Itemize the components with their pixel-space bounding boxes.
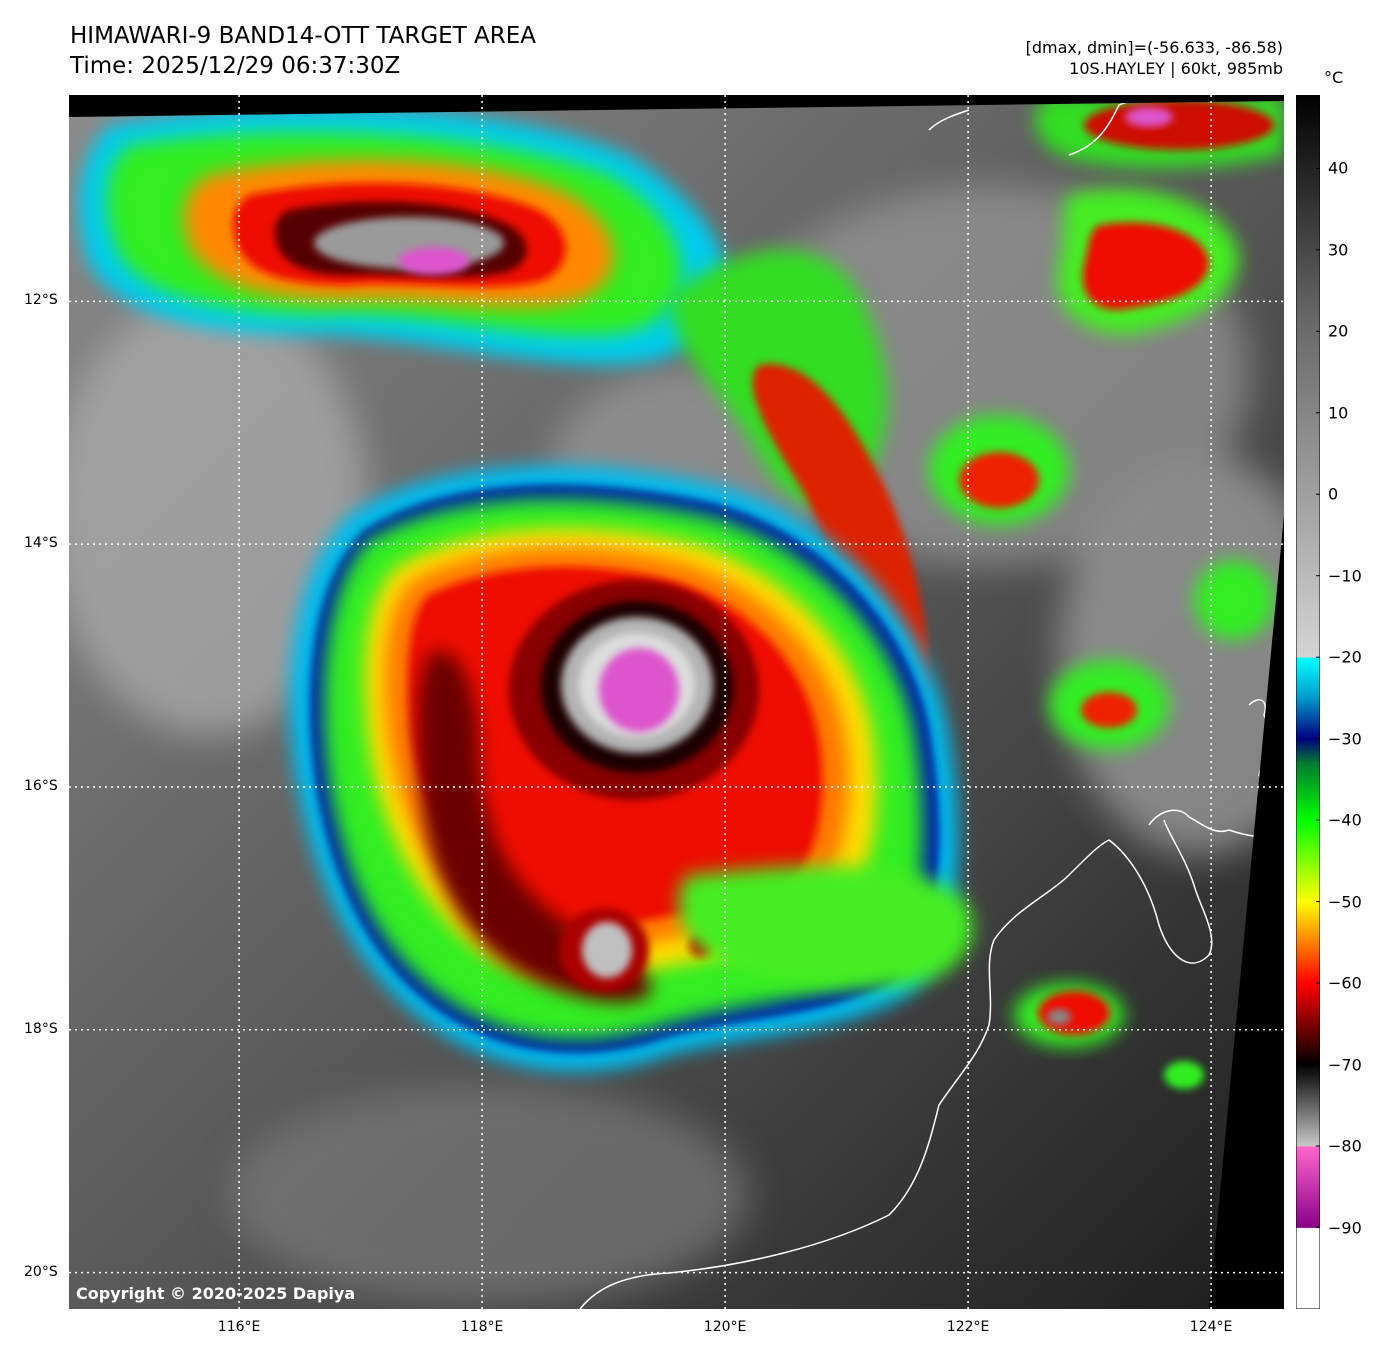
image-swath-edge [69, 95, 1284, 1309]
southern-cell-gray [582, 922, 632, 978]
colorbar-tick-label: −10 [1328, 566, 1362, 586]
lat-tick-label: 20°S [24, 1263, 58, 1280]
lat-tick-label: 18°S [24, 1020, 58, 1037]
colorbar-tick-label: −80 [1328, 1136, 1362, 1156]
cyclone-cdo-magenta [599, 648, 679, 732]
colorbar-tick-label: −20 [1328, 647, 1362, 667]
band-magenta-core [398, 247, 470, 275]
ne-corner-red [1084, 100, 1274, 150]
colorbar-tick-label: 20 [1328, 321, 1349, 341]
figure-title: HIMAWARI-9 BAND14-OTT TARGET AREA [70, 23, 537, 49]
colorbar-tick-label: −40 [1328, 810, 1362, 830]
satellite-map [69, 95, 1284, 1309]
cell-red-1 [959, 452, 1039, 508]
figure-timestamp: Time: 2025/12/29 06:37:30Z [70, 53, 401, 79]
northwest-cloud-band [78, 106, 727, 365]
south-outflow-green [678, 866, 973, 989]
lon-tick-label: 116°E [217, 1319, 261, 1335]
colorbar [1296, 95, 1320, 1309]
copyright-text: Copyright © 2020-2025 Dapiya [76, 1284, 356, 1303]
lat-tick-label: 12°S [24, 292, 58, 309]
colorbar-tick-label: −50 [1328, 892, 1362, 912]
cyclone-hayley [289, 465, 973, 1072]
colorbar-tick-label: −70 [1328, 1055, 1362, 1075]
colorbar-tick-label: −30 [1328, 729, 1362, 749]
lat-tick-label: 14°S [24, 535, 58, 552]
temperature-range-text: [dmax, dmin]=(-56.633, -86.58) [1025, 38, 1283, 57]
colorbar-unit: °C [1324, 68, 1344, 87]
cell-green-5 [1164, 1061, 1204, 1089]
cyclone-dark-band [418, 651, 651, 1003]
gridlines [69, 95, 1284, 1309]
cell-gray-4 [1047, 1009, 1071, 1025]
ne-corner-magenta [1125, 107, 1173, 127]
lon-tick-label: 120°E [703, 1319, 747, 1335]
ne-upper-red [1082, 222, 1209, 310]
cell-red-2 [1081, 692, 1137, 728]
lon-tick-label: 118°E [460, 1319, 504, 1335]
lon-tick-label: 124°E [1189, 1319, 1233, 1335]
colorbar-tick-label: 40 [1328, 158, 1349, 178]
colorbar-tick-label: 30 [1328, 240, 1349, 260]
colorbar-tick-label: 0 [1328, 484, 1339, 504]
colorbar-gradient [1296, 95, 1320, 1309]
northeast-cloud-band [669, 95, 1284, 707]
colorbar-tick-label: −90 [1328, 1218, 1362, 1238]
cell-green-3 [1194, 560, 1274, 640]
lon-tick-label: 122°E [946, 1319, 990, 1335]
colorbar-tick-label: −60 [1328, 973, 1362, 993]
colorbar-tick-label: 10 [1328, 403, 1349, 423]
east-convection-cells [929, 415, 1274, 1089]
storm-info-text: 10S.HAYLEY | 60kt, 985mb [1069, 59, 1283, 78]
lat-tick-label: 16°S [24, 777, 58, 794]
